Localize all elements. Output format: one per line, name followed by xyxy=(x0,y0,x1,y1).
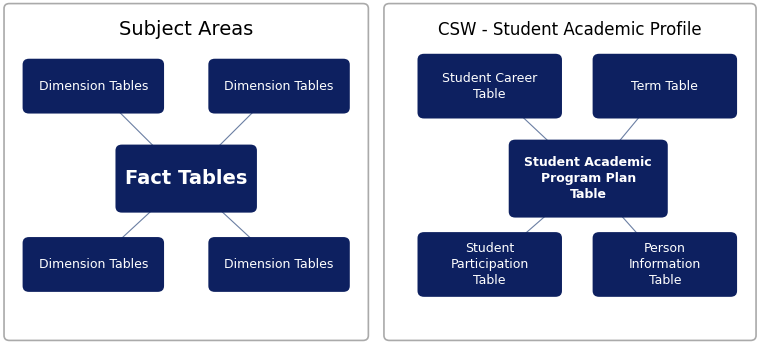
Text: Fact Tables: Fact Tables xyxy=(125,169,248,188)
FancyBboxPatch shape xyxy=(208,59,350,114)
FancyBboxPatch shape xyxy=(116,144,257,213)
FancyBboxPatch shape xyxy=(4,3,369,341)
Text: Dimension Tables: Dimension Tables xyxy=(39,80,148,93)
Text: Student Academic
Program Plan
Table: Student Academic Program Plan Table xyxy=(524,156,652,201)
FancyBboxPatch shape xyxy=(508,140,668,217)
Text: Person
Information
Table: Person Information Table xyxy=(629,242,701,287)
Text: Student Career
Table: Student Career Table xyxy=(442,72,537,101)
FancyBboxPatch shape xyxy=(384,3,756,341)
Text: Dimension Tables: Dimension Tables xyxy=(224,80,334,93)
FancyBboxPatch shape xyxy=(593,232,737,297)
Text: CSW - Student Academic Profile: CSW - Student Academic Profile xyxy=(439,21,701,39)
Text: Dimension Tables: Dimension Tables xyxy=(224,258,334,271)
Text: Dimension Tables: Dimension Tables xyxy=(39,258,148,271)
FancyBboxPatch shape xyxy=(417,232,562,297)
FancyBboxPatch shape xyxy=(593,54,737,118)
Text: Subject Areas: Subject Areas xyxy=(119,21,253,40)
Text: Term Table: Term Table xyxy=(632,80,698,93)
Text: Student
Participation
Table: Student Participation Table xyxy=(451,242,529,287)
FancyBboxPatch shape xyxy=(23,237,164,292)
FancyBboxPatch shape xyxy=(208,237,350,292)
FancyBboxPatch shape xyxy=(417,54,562,118)
FancyBboxPatch shape xyxy=(23,59,164,114)
